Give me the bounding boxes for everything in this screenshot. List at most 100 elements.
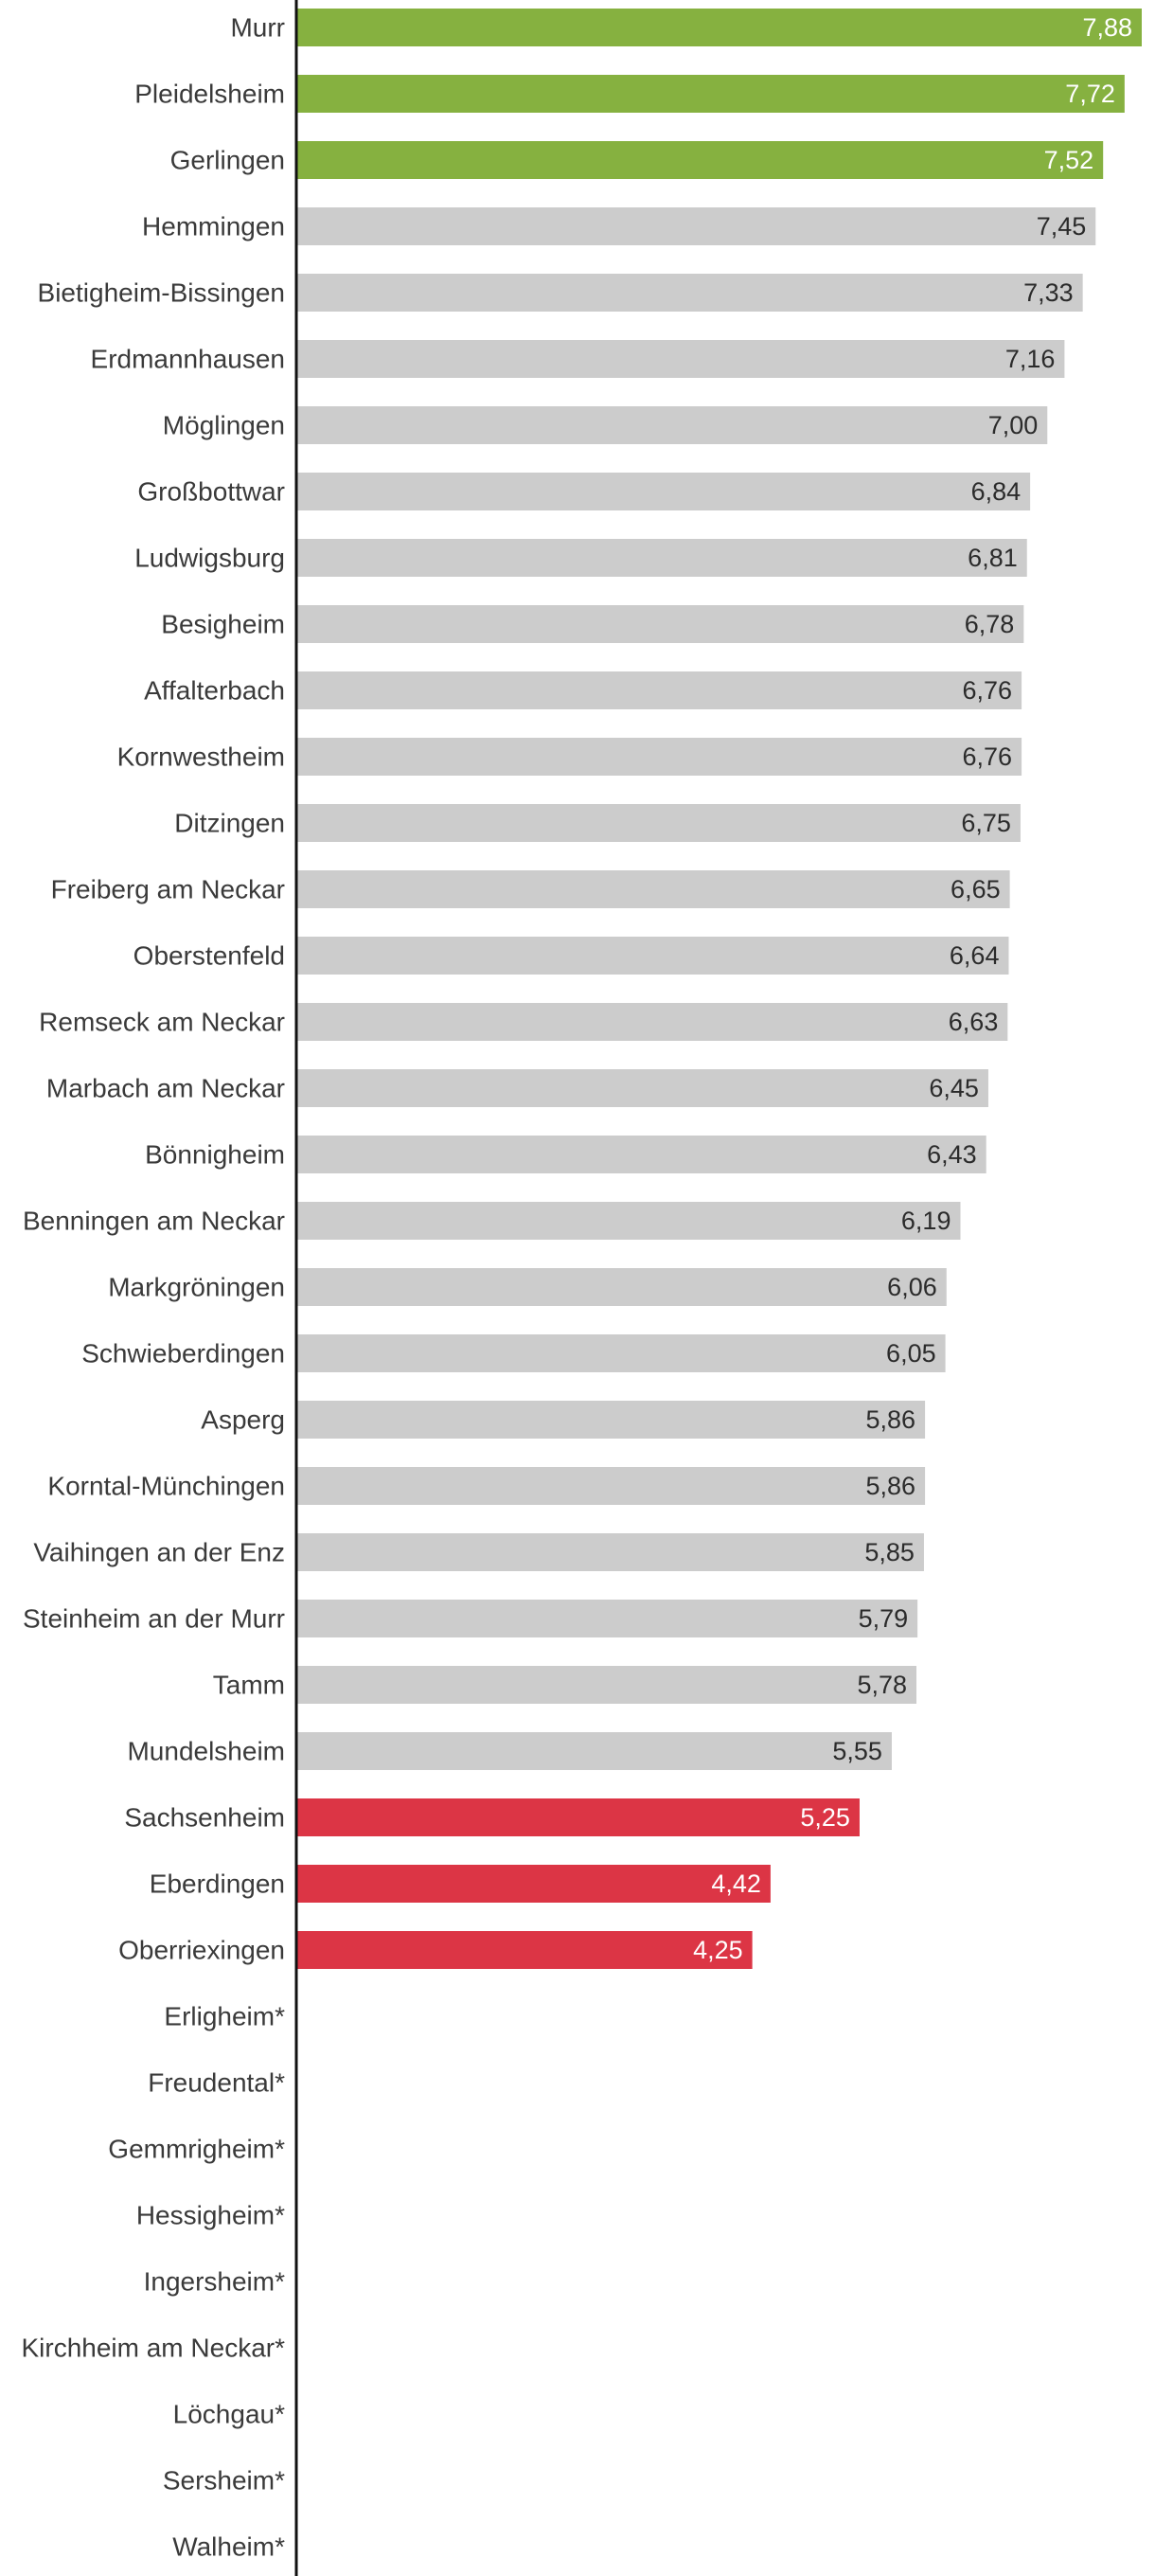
bar <box>296 340 1065 378</box>
bar <box>296 605 1024 643</box>
value-label: 7,33 <box>1023 278 1074 307</box>
category-label: Schwieberdingen <box>81 1339 285 1368</box>
bar <box>296 539 1027 577</box>
value-label: 5,78 <box>857 1671 907 1699</box>
value-label: 4,42 <box>711 1869 761 1898</box>
bar <box>296 1865 771 1903</box>
category-label: Sachsenheim <box>124 1803 285 1833</box>
bar <box>296 870 1010 908</box>
value-label: 6,84 <box>971 477 1022 506</box>
bar <box>296 406 1048 444</box>
value-label: 6,65 <box>951 875 1001 903</box>
value-label: 6,76 <box>963 742 1013 771</box>
bar <box>296 1666 917 1704</box>
category-label: Benningen am Neckar <box>23 1207 285 1236</box>
category-label: Oberriexingen <box>118 1936 285 1965</box>
category-label: Freudental* <box>148 2068 285 2098</box>
bar <box>296 207 1096 245</box>
category-label: Ditzingen <box>174 809 285 838</box>
bar <box>296 9 1142 46</box>
category-label: Möglingen <box>163 411 285 440</box>
category-label: Ingersheim* <box>144 2267 286 2297</box>
bar <box>296 738 1022 776</box>
value-label: 5,86 <box>866 1405 916 1434</box>
bar <box>296 1467 926 1505</box>
category-label: Sersheim* <box>163 2466 285 2496</box>
category-label: Affalterbach <box>144 676 285 706</box>
value-label: 6,81 <box>968 544 1018 572</box>
bar <box>296 804 1021 842</box>
category-label: Steinheim an der Murr <box>23 1604 285 1634</box>
category-label: Markgröningen <box>108 1273 285 1302</box>
category-label: Tamm <box>213 1671 285 1700</box>
bar <box>296 1600 918 1637</box>
value-label: 6,45 <box>929 1074 979 1102</box>
category-label: Gemmrigheim* <box>108 2135 285 2164</box>
bars-layer <box>296 9 1142 1969</box>
category-label: Bietigheim-Bissingen <box>38 278 285 308</box>
value-label: 5,55 <box>832 1737 882 1765</box>
category-label: Erligheim* <box>164 2002 285 2031</box>
bar <box>296 274 1083 312</box>
bar <box>296 1401 926 1439</box>
value-label: 7,45 <box>1037 212 1087 241</box>
value-label: 5,25 <box>800 1803 850 1832</box>
value-labels: 7,88 7,72 7,52 7,45 7,33 7,16 7,00 6,84 6,81 6,78… <box>693 13 1132 1964</box>
category-label: Freiberg am Neckar <box>51 875 285 904</box>
value-label: 6,63 <box>949 1008 999 1036</box>
category-label: Besigheim <box>161 610 285 639</box>
bar <box>296 1268 947 1306</box>
category-label: Hessigheim* <box>136 2201 285 2230</box>
category-label: Remseck am Neckar <box>39 1008 285 1037</box>
value-label: 6,06 <box>887 1273 937 1301</box>
category-label: Walheim* <box>172 2532 285 2562</box>
category-label: Korntal-Münchingen <box>47 1472 285 1501</box>
bar <box>296 75 1125 113</box>
category-label: Asperg <box>201 1405 285 1435</box>
bar <box>296 1136 986 1173</box>
value-label: 7,16 <box>1005 345 1056 373</box>
value-label: 5,86 <box>866 1472 916 1500</box>
bar <box>296 1533 924 1571</box>
bar <box>296 141 1104 179</box>
category-label: Hemmingen <box>142 212 285 242</box>
category-label: Mundelsheim <box>127 1737 285 1766</box>
bar <box>296 1069 988 1107</box>
value-label: 6,43 <box>927 1140 977 1169</box>
bar <box>296 937 1009 975</box>
value-label: 7,88 <box>1082 13 1132 42</box>
category-label: Ludwigsburg <box>134 544 285 573</box>
category-label: Pleidelsheim <box>134 80 285 109</box>
category-label: Löchgau* <box>173 2400 285 2429</box>
value-label: 6,76 <box>963 676 1013 705</box>
value-label: 6,78 <box>965 610 1015 638</box>
category-label: Gerlingen <box>170 146 285 175</box>
value-label: 6,05 <box>886 1339 936 1368</box>
bar <box>296 1202 961 1240</box>
category-label: Kirchheim am Neckar* <box>21 2334 285 2363</box>
category-label: Bönnigheim <box>145 1140 285 1170</box>
bar <box>296 1931 753 1969</box>
value-label: 6,75 <box>961 809 1011 837</box>
category-labels: Murr Pleidelsheim Gerlingen Hemmingen Bietig… <box>21 13 285 2562</box>
value-label: 6,19 <box>901 1207 951 1235</box>
category-label: Vaihingen an der Enz <box>33 1538 285 1567</box>
value-label: 5,79 <box>859 1604 909 1633</box>
bar <box>296 671 1022 709</box>
bar <box>296 473 1031 510</box>
value-label: 4,25 <box>693 1936 743 1964</box>
value-label: 7,52 <box>1044 146 1094 174</box>
category-label: Erdmannhausen <box>91 345 285 374</box>
category-label: Eberdingen <box>150 1869 285 1899</box>
bar <box>296 1003 1008 1041</box>
category-label: Oberstenfeld <box>133 941 285 971</box>
category-label: Marbach am Neckar <box>46 1074 285 1103</box>
category-label: Kornwestheim <box>117 742 285 772</box>
bar <box>296 1334 946 1372</box>
category-label: Großbottwar <box>137 477 285 507</box>
value-label: 6,64 <box>950 941 1000 970</box>
bar <box>296 1798 860 1836</box>
value-label: 7,00 <box>988 411 1039 439</box>
bar <box>296 1732 892 1770</box>
